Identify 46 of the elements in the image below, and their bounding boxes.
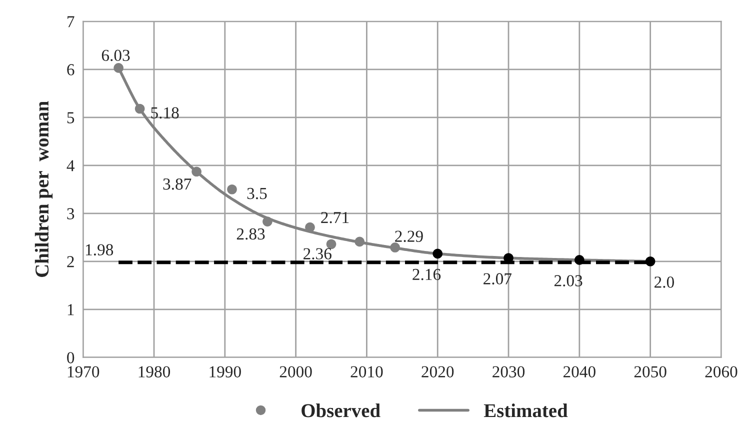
data-label: 1.98: [86, 244, 114, 256]
data-label: 3.87: [163, 178, 192, 190]
x-tick-label: 2020: [422, 366, 454, 378]
data-label: 2.0: [654, 276, 674, 288]
y-tick-label: 1: [68, 304, 74, 316]
x-tick-label: 2010: [350, 366, 383, 378]
data-label: 3.5: [247, 188, 267, 200]
data-label: 5.18: [151, 107, 179, 119]
y-tick-label: 5: [67, 112, 74, 124]
point: [390, 242, 400, 252]
point: [645, 256, 656, 266]
x-tick-label: 1990: [210, 366, 241, 378]
x-tick-label: 2000: [280, 366, 312, 378]
x-tick-label: 1970: [68, 366, 100, 378]
data-label: 2.16: [412, 268, 441, 280]
x-tick-label: 1980: [138, 366, 170, 378]
data-label: 2.71: [321, 212, 349, 224]
x-tick-label: 2050: [634, 366, 666, 378]
y-tick-label: 3: [67, 208, 74, 220]
point: [432, 248, 443, 259]
point: [134, 104, 145, 114]
point: [262, 216, 272, 226]
legend-label: Estimated: [484, 404, 568, 418]
y-tick-label: 6: [67, 64, 74, 76]
point: [305, 222, 315, 232]
point: [114, 63, 124, 73]
legend-label: Observed: [302, 404, 380, 418]
y-tick-label: 7: [68, 16, 74, 28]
data-label: 2.07: [484, 273, 512, 284]
data-label: 2.36: [304, 248, 332, 260]
y-tick-label: 0: [67, 352, 74, 364]
y-axis-title: Children per woman: [34, 101, 53, 277]
point: [354, 236, 365, 247]
data-label: 2.03: [554, 275, 582, 286]
data-label: 2.83: [236, 228, 265, 240]
y-tick-label: 2: [67, 256, 74, 268]
x-tick-label: 2040: [563, 366, 596, 378]
y-tick-label: 4: [66, 160, 75, 172]
point: [227, 184, 237, 194]
point: [326, 239, 336, 250]
point: [574, 255, 584, 265]
point: [192, 166, 202, 177]
data-label: 6.03: [102, 50, 130, 62]
data-label: 2.29: [395, 230, 423, 242]
x-tick-label: 2030: [492, 366, 525, 378]
x-tick-label: 2060: [705, 366, 738, 378]
